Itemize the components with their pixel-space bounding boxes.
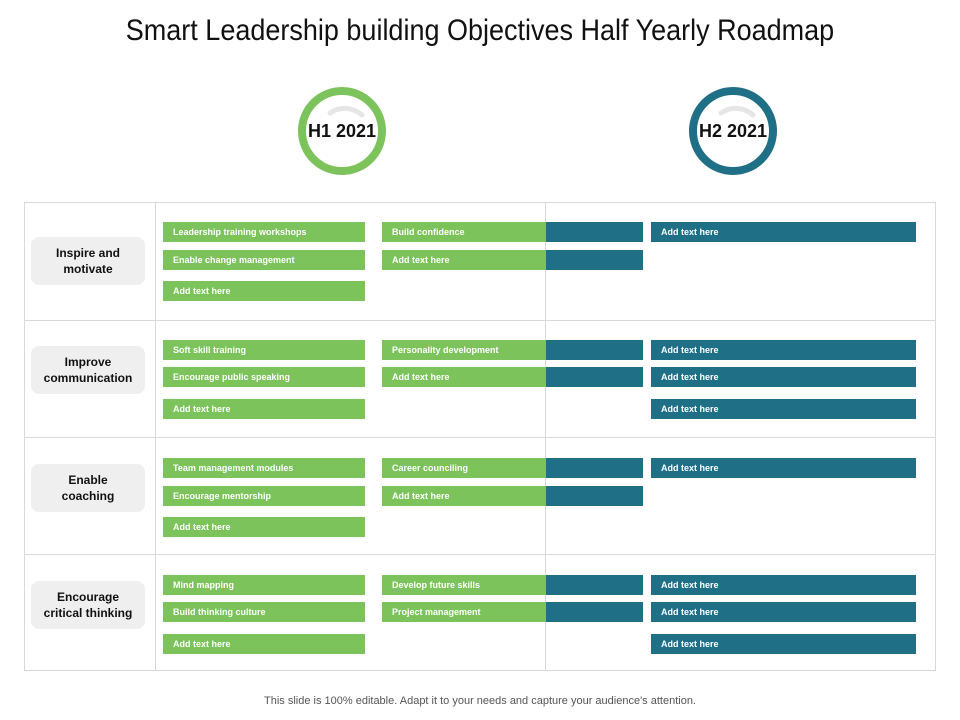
h2-task-bar: Add text here [651,602,916,622]
h2-task-bar [546,602,643,622]
column-divider [155,203,156,670]
h1-task-bar: Add text here [163,281,365,301]
h1-task-bar: Add text here [163,399,365,419]
h1-task-bar: Develop future skills [382,575,546,595]
h2-task-bar [546,458,643,478]
h2-task-bar: Add text here [651,575,916,595]
period-h2-label: H2 2021 [698,121,768,141]
h1-task-bar: Add text here [382,367,546,387]
h1-task-bar: Add text here [382,486,546,506]
h2-task-bar [546,340,643,360]
row-divider [25,554,935,555]
period-h1-circle: H1 2021 [298,87,386,175]
h1-task-bar: Mind mapping [163,575,365,595]
period-h2-circle: H2 2021 [689,87,777,175]
row-divider [25,320,935,321]
h2-task-bar [546,250,643,270]
h1-task-bar: Add text here [163,634,365,654]
h1-task-bar: Personality development [382,340,546,360]
h1-task-bar: Leadership training workshops [163,222,365,242]
h2-task-bar: Add text here [651,399,916,419]
h2-task-bar: Add text here [651,367,916,387]
h2-task-bar: Add text here [651,222,916,242]
h2-task-bar [546,575,643,595]
h1-task-bar: Encourage public speaking [163,367,365,387]
h2-task-bar: Add text here [651,458,916,478]
h2-task-bar [546,486,643,506]
h1-task-bar: Add text here [163,517,365,537]
h1-task-bar: Team management modules [163,458,365,478]
row-label-critical-thinking: Encourage critical thinking [31,581,145,629]
arc-accent-icon [718,105,756,118]
h2-task-bar [546,222,643,242]
period-h1-label: H1 2021 [307,121,377,141]
row-label-coaching: Enable coaching [31,464,145,512]
column-divider [545,203,546,670]
h1-task-bar: Build confidence [382,222,546,242]
h2-task-bar: Add text here [651,634,916,654]
row-label-communication: Improve communication [31,346,145,394]
h1-task-bar: Build thinking culture [163,602,365,622]
roadmap-table: Inspire and motivate Leadership training… [24,202,936,671]
footer-note: This slide is 100% editable. Adapt it to… [264,695,696,707]
h1-task-bar: Project management [382,602,546,622]
row-label-inspire: Inspire and motivate [31,237,145,285]
row-divider [25,437,935,438]
h1-task-bar: Add text here [382,250,546,270]
slide-title: Smart Leadership building Objectives Hal… [125,14,835,47]
h1-task-bar: Enable change management [163,250,365,270]
h2-task-bar [546,367,643,387]
h1-task-bar: Career counciling [382,458,546,478]
h2-task-bar: Add text here [651,340,916,360]
h1-task-bar: Soft skill training [163,340,365,360]
h1-task-bar: Encourage mentorship [163,486,365,506]
arc-accent-icon [327,105,365,118]
